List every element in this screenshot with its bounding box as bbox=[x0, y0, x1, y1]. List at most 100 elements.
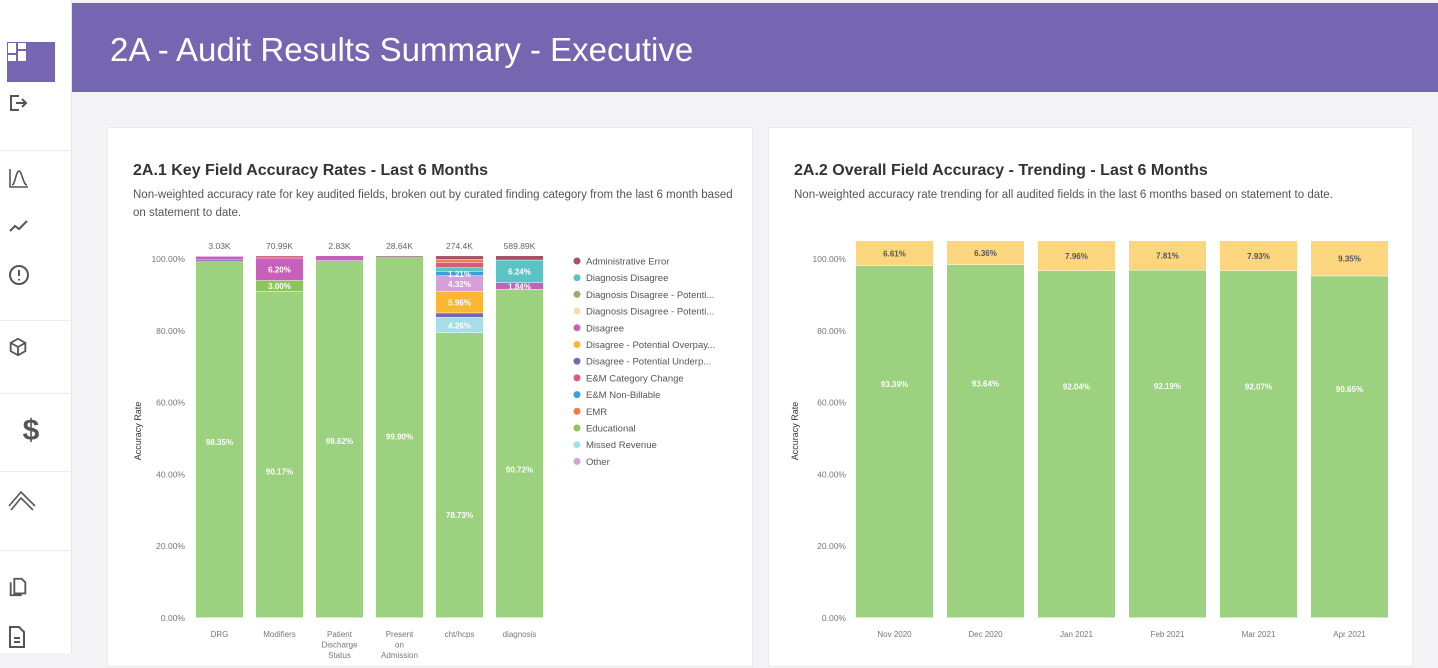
legend-item: Diagnosis Disagree - Potenti... bbox=[586, 290, 714, 301]
sidebar-item-dollar[interactable]: $ bbox=[7, 411, 55, 451]
bar-segment bbox=[1220, 270, 1297, 618]
bar-segment bbox=[947, 264, 1024, 618]
legend-swatch bbox=[573, 391, 581, 399]
x-tick-label: cht/hcps bbox=[445, 630, 475, 639]
sidebar-item-cube[interactable] bbox=[7, 336, 55, 376]
page-header: 2A - Audit Results Summary - Executive bbox=[72, 3, 1438, 92]
legend-swatch bbox=[573, 324, 581, 332]
bar-segment bbox=[1311, 241, 1388, 276]
legend-item: Disagree bbox=[586, 323, 624, 334]
legend-item: Administrative Error bbox=[586, 257, 669, 268]
legend-item: Other bbox=[586, 457, 610, 468]
legend-item: E&M Category Change bbox=[586, 373, 684, 384]
card-description: Non-weighted accuracy rate for key audit… bbox=[133, 189, 733, 219]
bar-segment bbox=[856, 241, 933, 266]
overall-accuracy-trending-card: 2A.2 Overall Field Accuracy - Trending -… bbox=[768, 127, 1413, 667]
x-tick-label: Dec 2020 bbox=[968, 630, 1003, 639]
sidebar-item-distribution-chart[interactable] bbox=[7, 166, 55, 206]
data-label: 5.96% bbox=[448, 298, 471, 307]
data-label: 90.17% bbox=[266, 468, 293, 477]
bar-segment bbox=[436, 276, 483, 292]
data-label: 90.65% bbox=[1336, 385, 1363, 394]
bar-total-label: 2.83K bbox=[328, 241, 351, 251]
legend-swatch bbox=[573, 357, 581, 365]
data-label: 93.64% bbox=[972, 379, 999, 388]
legend-swatch bbox=[573, 424, 581, 432]
bar-segment bbox=[1311, 276, 1388, 618]
data-label: 99.90% bbox=[386, 432, 413, 441]
x-tick-label: Nov 2020 bbox=[877, 630, 912, 639]
bar-segment bbox=[1038, 241, 1115, 271]
legend-swatch bbox=[573, 257, 581, 265]
bar-segment bbox=[376, 256, 423, 618]
bar-segment bbox=[496, 256, 543, 260]
bar-segment bbox=[196, 261, 243, 618]
legend-item: Diagnosis Disagree bbox=[586, 273, 668, 284]
card-title: 2A.2 Overall Field Accuracy - Trending -… bbox=[794, 162, 1208, 179]
key-field-accuracy-chart: 0.00% 20.00% 40.00% 60.00% 80.00% 100.00% Accu… bbox=[133, 241, 715, 660]
sidebar-item-copy[interactable] bbox=[7, 576, 55, 616]
data-label: 9.35% bbox=[1338, 255, 1361, 264]
sidebar-item-document[interactable] bbox=[7, 626, 55, 666]
y-tick-label: 20.00% bbox=[817, 541, 846, 551]
legend-item: Disagree - Potential Underp... bbox=[586, 357, 711, 368]
data-label: 98.35% bbox=[206, 438, 233, 447]
x-tick-label: Present on Admission bbox=[381, 630, 418, 660]
sidebar-divider bbox=[0, 393, 72, 394]
data-label: 7.93% bbox=[1247, 252, 1270, 261]
bar-total-label: 274.4K bbox=[446, 241, 473, 251]
y-tick-label: 40.00% bbox=[817, 469, 846, 479]
data-label: 93.39% bbox=[881, 380, 908, 389]
legend-swatch bbox=[573, 341, 581, 348]
data-label: 3.00% bbox=[268, 282, 291, 291]
data-label: 7.96% bbox=[1065, 252, 1088, 261]
legend-item: Educational bbox=[586, 424, 636, 435]
y-tick-label: 60.00% bbox=[156, 398, 185, 408]
legend-item: EMR bbox=[586, 407, 607, 418]
sidebar: $ bbox=[0, 0, 72, 653]
bar-segment bbox=[496, 289, 543, 618]
sidebar-item-logout[interactable] bbox=[7, 92, 55, 132]
bar-segment bbox=[316, 256, 363, 261]
legend-swatch bbox=[573, 290, 581, 298]
bar-segment bbox=[436, 262, 483, 268]
bar-total-label: 70.99K bbox=[266, 241, 293, 251]
y-tick-label: 20.00% bbox=[156, 541, 185, 551]
bar-segment bbox=[436, 317, 483, 333]
data-label: 6.36% bbox=[974, 249, 997, 258]
bar-total-label: 589.89K bbox=[504, 241, 536, 251]
dollar-icon: $ bbox=[22, 414, 40, 447]
card-title: 2A.1 Key Field Accuracy Rates - Last 6 M… bbox=[133, 162, 489, 179]
y-tick-label: 60.00% bbox=[817, 398, 846, 408]
x-tick-label: diagnosis bbox=[503, 630, 537, 639]
bar-segment bbox=[1129, 241, 1206, 270]
data-label: 6.24% bbox=[508, 268, 531, 277]
bar-segment bbox=[256, 258, 303, 281]
y-axis-label: Accuracy Rate bbox=[790, 402, 800, 461]
legend-swatch bbox=[573, 407, 581, 415]
legend-swatch bbox=[573, 374, 581, 382]
bar-segment bbox=[436, 259, 483, 263]
bar-segment bbox=[1038, 271, 1115, 618]
bar-segment bbox=[436, 313, 483, 318]
x-tick-label: Feb 2021 bbox=[1151, 630, 1185, 639]
y-tick-label: 100.00% bbox=[812, 254, 846, 264]
y-tick-label: 80.00% bbox=[156, 326, 185, 336]
legend-swatch bbox=[573, 274, 581, 282]
data-label: 98.62% bbox=[326, 437, 353, 446]
sidebar-item-double-chevron-up[interactable] bbox=[7, 488, 55, 528]
legend-swatch bbox=[573, 457, 581, 465]
bar-segment bbox=[856, 265, 933, 618]
data-label: 92.04% bbox=[1063, 383, 1090, 392]
bar-segment bbox=[256, 280, 303, 292]
bar-segment bbox=[316, 260, 363, 618]
x-tick-label: Jan 2021 bbox=[1060, 630, 1093, 639]
sidebar-item-trend-line[interactable] bbox=[7, 214, 55, 254]
bar-segment bbox=[196, 260, 243, 262]
sidebar-item-dashboard[interactable] bbox=[7, 42, 55, 82]
bar-segment bbox=[496, 260, 543, 283]
y-tick-label: 0.00% bbox=[161, 613, 186, 623]
x-tick-label: Mar 2021 bbox=[1242, 630, 1276, 639]
data-label: 92.19% bbox=[1154, 382, 1181, 391]
sidebar-item-alert-circle[interactable] bbox=[7, 263, 55, 303]
